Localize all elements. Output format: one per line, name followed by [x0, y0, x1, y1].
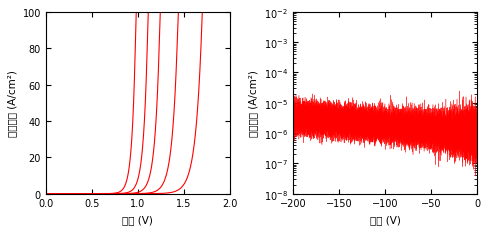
- X-axis label: 電圧 (V): 電圧 (V): [122, 214, 153, 224]
- Y-axis label: 電流密度 (A/cm²): 電流密度 (A/cm²): [248, 70, 259, 137]
- X-axis label: 電圧 (V): 電圧 (V): [370, 214, 400, 224]
- Y-axis label: 電流密度 (A/cm²): 電流密度 (A/cm²): [7, 70, 17, 137]
